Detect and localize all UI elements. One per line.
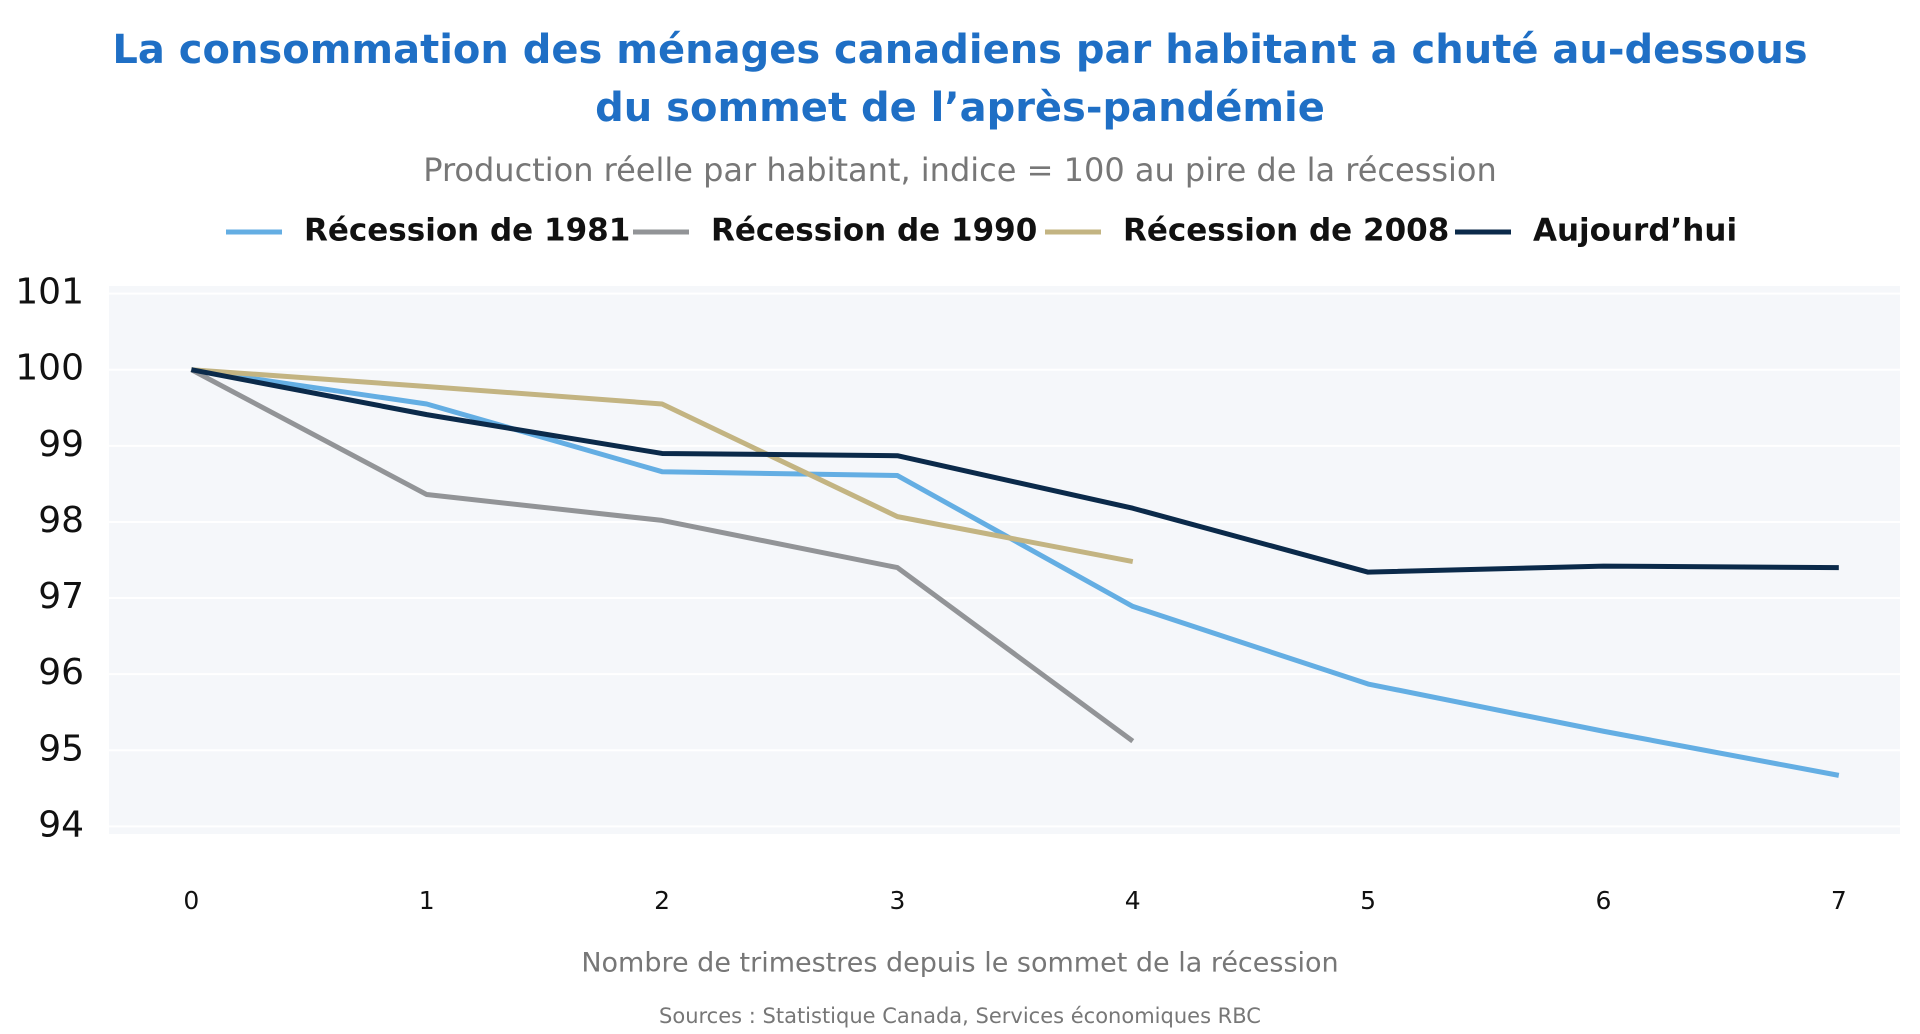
x-tick-label: 3 <box>889 886 905 915</box>
x-tick-label: 4 <box>1125 886 1141 915</box>
line-series <box>190 367 1135 744</box>
source: Sources : Statistique Canada, Services é… <box>659 1004 1261 1028</box>
y-tick-label: 97 <box>38 576 84 617</box>
line-series <box>191 367 1134 564</box>
x-axis-title: Nombre de trimestres depuis le sommet de… <box>581 948 1338 979</box>
legend-label: Récession de 2008 <box>1123 213 1449 249</box>
y-tick-label: 98 <box>38 500 84 541</box>
line-series <box>190 367 1839 575</box>
chart-subtitle: Production réelle par habitant, indice =… <box>423 151 1497 189</box>
y-tick-label: 96 <box>38 652 84 693</box>
plot-background <box>109 286 1900 834</box>
x-tick-label: 2 <box>654 886 670 915</box>
x-tick-label: 7 <box>1831 886 1847 915</box>
x-tick-label: 1 <box>419 886 435 915</box>
chart-title: La consommation des ménages canadiens pa… <box>112 27 1807 73</box>
y-tick-label: 99 <box>38 424 84 465</box>
legend-label: Aujourd’hui <box>1533 213 1737 249</box>
x-tick-label: 5 <box>1360 886 1376 915</box>
y-tick-label: 100 <box>15 348 84 389</box>
x-tick-label: 6 <box>1596 886 1612 915</box>
y-tick-label: 94 <box>38 804 84 845</box>
x-tick-label: 0 <box>183 886 199 915</box>
legend-label: Récession de 1981 <box>304 213 630 249</box>
y-tick-label: 101 <box>15 272 84 313</box>
chart-title: du sommet de l’après-pandémie <box>595 85 1325 131</box>
legend-label: Récession de 1990 <box>711 213 1037 249</box>
y-tick-label: 95 <box>38 728 84 769</box>
